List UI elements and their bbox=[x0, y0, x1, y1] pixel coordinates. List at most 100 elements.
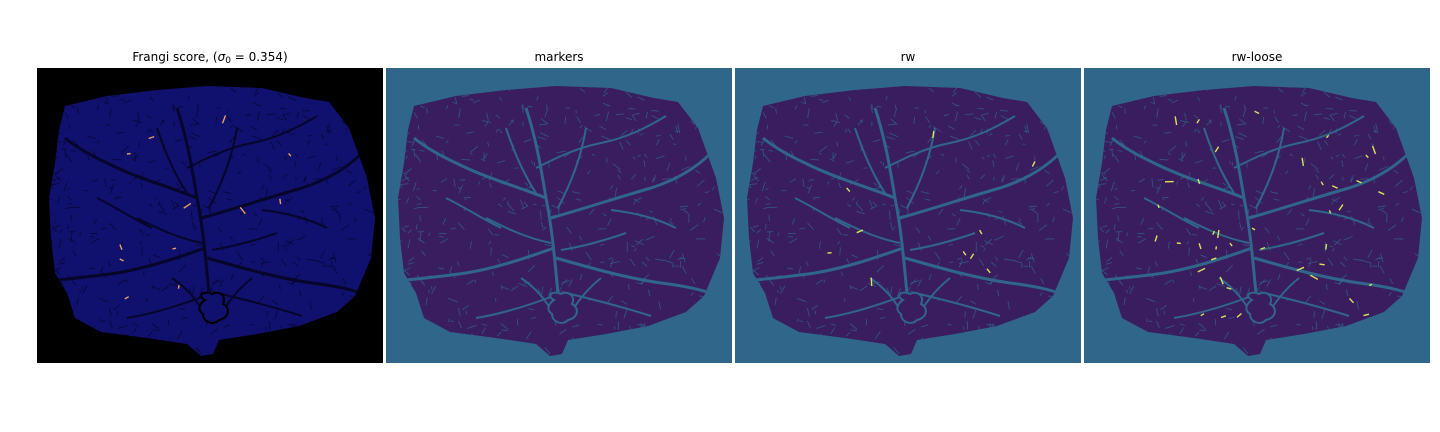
markers-image bbox=[386, 68, 732, 363]
vessel-branch bbox=[186, 115, 318, 169]
highlight-mark bbox=[1217, 229, 1220, 239]
highlight-mark bbox=[1310, 274, 1319, 281]
tissue-region bbox=[747, 86, 1073, 356]
highlight-mark bbox=[1260, 246, 1266, 250]
markers-canvas bbox=[386, 68, 732, 363]
vessel-branch bbox=[909, 232, 976, 251]
vessel-branch bbox=[413, 136, 547, 200]
highlight-mark bbox=[1157, 204, 1160, 209]
frangi-score-image bbox=[37, 68, 383, 363]
vessel-branch bbox=[206, 256, 370, 298]
dark-region bbox=[896, 291, 927, 324]
highlight-mark bbox=[148, 135, 155, 140]
vessel-texture bbox=[747, 86, 1073, 356]
vessel-branch bbox=[1111, 136, 1245, 200]
highlight-mark bbox=[1196, 118, 1200, 124]
panel-title-markers: markers bbox=[534, 50, 584, 64]
vessel-branch bbox=[216, 292, 303, 317]
highlight-mark bbox=[119, 258, 124, 262]
vessel-branch bbox=[762, 136, 896, 200]
highlight-mark bbox=[962, 251, 967, 256]
vessel-branch bbox=[1203, 127, 1235, 194]
rw-loose-canvas bbox=[1084, 68, 1430, 363]
vessel-branch bbox=[754, 246, 904, 282]
highlight-mark bbox=[1200, 313, 1205, 317]
vessel-branch bbox=[64, 136, 198, 200]
vessel-branch bbox=[1263, 292, 1350, 317]
vessel-branch bbox=[1103, 246, 1253, 282]
highlight-mark bbox=[239, 206, 246, 215]
highlight-mark bbox=[124, 296, 130, 300]
vessel-branch bbox=[505, 127, 537, 194]
highlight-mark bbox=[1328, 210, 1332, 214]
vessel-branch bbox=[560, 232, 627, 251]
vessel-branch bbox=[208, 127, 238, 209]
tissue-region bbox=[398, 86, 724, 356]
vessel-branch bbox=[873, 107, 912, 324]
vessel-branch bbox=[899, 151, 1062, 220]
highlight-mark bbox=[1296, 266, 1305, 272]
vessel-branch bbox=[834, 217, 901, 244]
sigma-subscript: 0 bbox=[225, 56, 231, 66]
vessel-branch bbox=[201, 151, 364, 220]
vessel-branch bbox=[914, 292, 1001, 317]
rw-canvas bbox=[735, 68, 1081, 363]
vessel-branch bbox=[175, 107, 214, 324]
highlight-mark bbox=[1174, 116, 1178, 126]
highlight-mark bbox=[183, 202, 192, 209]
vessel-branch bbox=[1255, 127, 1285, 209]
highlight-mark bbox=[1320, 181, 1324, 186]
highlight-mark bbox=[1338, 204, 1344, 211]
vessel-branch bbox=[136, 217, 203, 244]
panel-title-rw: rw bbox=[900, 50, 916, 64]
vessel-branch bbox=[610, 209, 677, 229]
highlight-mark bbox=[1331, 185, 1338, 189]
rw-image bbox=[735, 68, 1081, 363]
highlight-mark bbox=[1254, 110, 1260, 115]
highlight-mark bbox=[1378, 191, 1385, 195]
highlight-mark bbox=[1236, 312, 1242, 318]
vessel-branch bbox=[555, 256, 719, 298]
highlight-mark bbox=[1154, 235, 1158, 242]
vessel-branch bbox=[211, 232, 278, 251]
vessel-branch bbox=[485, 217, 552, 244]
highlight-mark bbox=[1197, 267, 1206, 273]
highlight-mark bbox=[1031, 161, 1036, 167]
highlight-mark bbox=[221, 115, 227, 124]
vessel-branch bbox=[96, 197, 153, 229]
highlight-mark bbox=[1198, 243, 1202, 250]
highlight-mark bbox=[1325, 134, 1330, 139]
vessel-branch bbox=[565, 292, 652, 317]
panel-title-frangi: Frangi score, (σ0 = 0.354) bbox=[37, 50, 383, 66]
vessel-texture bbox=[398, 86, 724, 356]
sigma-value: = 0.354 bbox=[230, 50, 283, 64]
highlight-mark bbox=[1319, 263, 1325, 266]
vessel-branch bbox=[156, 127, 188, 194]
vessel-branch bbox=[1258, 232, 1325, 251]
vessel-branch bbox=[550, 151, 713, 220]
vessel-branch bbox=[794, 197, 851, 229]
highlight-mark bbox=[1325, 243, 1328, 250]
dark-region bbox=[547, 291, 578, 324]
vessel-branch bbox=[1222, 107, 1261, 324]
vessel-branch bbox=[1253, 256, 1417, 298]
highlight-mark bbox=[279, 198, 282, 205]
vessel-branch bbox=[854, 127, 886, 194]
highlight-mark bbox=[119, 244, 123, 250]
frangi-score-canvas bbox=[37, 68, 383, 363]
vessel-branch bbox=[1233, 115, 1365, 169]
highlight-mark bbox=[1220, 315, 1227, 319]
dark-region bbox=[1245, 291, 1276, 324]
highlight-mark bbox=[1365, 154, 1369, 159]
sigma-symbol: σ bbox=[217, 50, 226, 64]
dark-region bbox=[198, 291, 229, 324]
vessel-branch bbox=[1248, 151, 1411, 220]
highlight-mark bbox=[1251, 227, 1256, 231]
highlight-mark bbox=[1210, 257, 1217, 261]
vessel-branch bbox=[445, 197, 502, 229]
title-text: Frangi score, ( bbox=[132, 50, 218, 64]
vessel-branch bbox=[884, 115, 1016, 169]
highlight-mark bbox=[978, 229, 983, 235]
highlight-mark bbox=[846, 187, 851, 193]
highlight-mark bbox=[1212, 230, 1216, 235]
